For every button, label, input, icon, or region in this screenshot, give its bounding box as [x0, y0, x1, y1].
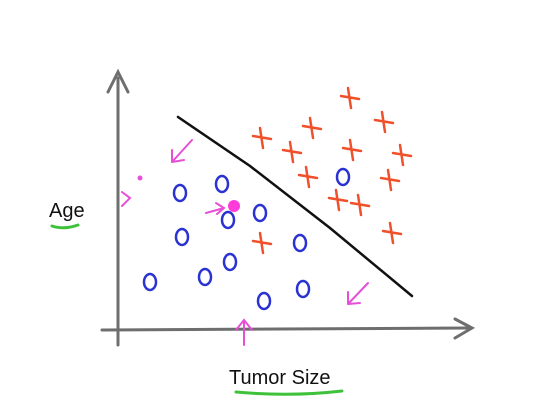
cross-marker-icon	[301, 116, 323, 140]
y-axis-label-underline	[50, 223, 80, 230]
cross-marker-icon	[341, 138, 363, 162]
circle-marker-icon	[142, 272, 158, 292]
cross-marker-icon	[379, 168, 401, 192]
circle-marker-icon	[335, 167, 351, 187]
circle-marker-icon	[172, 183, 188, 203]
highlighted-point	[228, 200, 240, 212]
cross-marker-icon	[381, 221, 403, 245]
annotation-arrows	[121, 139, 369, 346]
circle-markers	[142, 167, 351, 311]
cross-marker-icon	[251, 126, 273, 150]
cross-marker-icon	[339, 86, 361, 110]
x-axis-label: Tumor Size	[229, 367, 331, 389]
circle-marker-icon	[174, 227, 190, 247]
stray-dot	[137, 175, 143, 181]
circle-marker-icon	[214, 174, 230, 194]
cross-marker-icon	[251, 231, 273, 255]
circle-marker-icon	[292, 233, 308, 253]
cross-marker-icon	[327, 188, 349, 212]
magenta-arrow-icon	[235, 318, 253, 346]
circle-marker-icon	[222, 252, 238, 272]
cross-markers	[251, 86, 413, 255]
circle-marker-icon	[256, 291, 272, 311]
magenta-arrow-icon	[121, 191, 132, 207]
cross-marker-icon	[297, 165, 319, 189]
x-axis-label-underline	[234, 389, 344, 396]
y-axis-label: Age	[49, 200, 85, 222]
circle-marker-icon	[295, 279, 311, 299]
circle-marker-icon	[220, 210, 236, 230]
magenta-arrow-icon	[347, 282, 369, 305]
circle-marker-icon	[252, 203, 268, 223]
axis-arrow-right-icon	[453, 317, 476, 340]
cross-marker-icon	[391, 143, 413, 167]
cross-marker-icon	[373, 110, 395, 134]
magenta-arrow-icon	[171, 139, 193, 163]
x-axis-line	[100, 326, 470, 332]
decision-boundary-line	[176, 115, 414, 298]
magenta-arrow-icon	[205, 202, 226, 215]
axes	[100, 68, 476, 347]
cross-marker-icon	[281, 140, 303, 164]
axis-arrow-up-icon	[106, 68, 130, 94]
circle-marker-icon	[197, 267, 213, 287]
cross-marker-icon	[349, 193, 371, 217]
